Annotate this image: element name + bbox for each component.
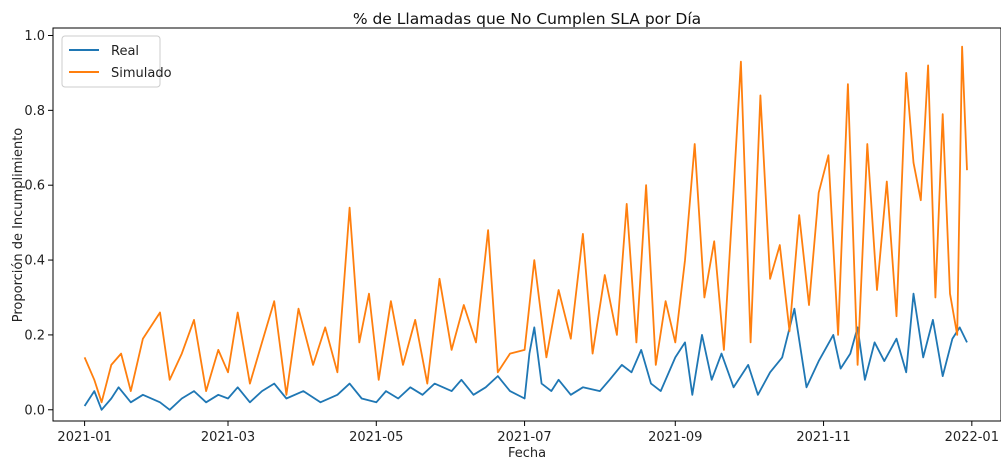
series-line-real [83,292,968,411]
plot-area [83,45,968,411]
x-tick-label: 2021-01 [57,430,111,445]
x-tick-label: 2021-05 [349,430,403,445]
y-tick-label: 1.0 [24,29,45,44]
y-axis-title: Proporción de Incumplimiento [11,128,26,323]
legend-label-real: Real [111,44,139,59]
y-tick-label: 0.2 [24,328,45,343]
y-axis: 0.0 0.2 0.4 0.6 0.8 1.0 [24,29,53,418]
y-tick-label: 0.0 [24,403,45,418]
x-tick-label: 2021-11 [796,430,850,445]
legend: Real Simulado [61,35,172,88]
x-tick-label: 2022-01 [945,430,999,445]
series-line-simulado [83,45,968,404]
y-tick-label: 0.4 [24,254,45,269]
plot-frame [52,27,1001,422]
chart-title: % de Llamadas que No Cumplen SLA por Día [353,10,701,28]
legend-label-simulado: Simulado [111,66,172,81]
y-tick-label: 0.6 [24,179,45,194]
x-tick-label: 2021-09 [648,430,702,445]
x-axis: 2021-01 2021-03 2021-05 2021-07 2021-09 2021-… [57,421,999,445]
y-tick-label: 0.8 [24,104,45,119]
x-axis-title: Fecha [508,446,546,461]
x-tick-label: 2021-07 [497,430,551,445]
legend-box [61,35,161,88]
x-tick-label: 2021-03 [201,430,255,445]
